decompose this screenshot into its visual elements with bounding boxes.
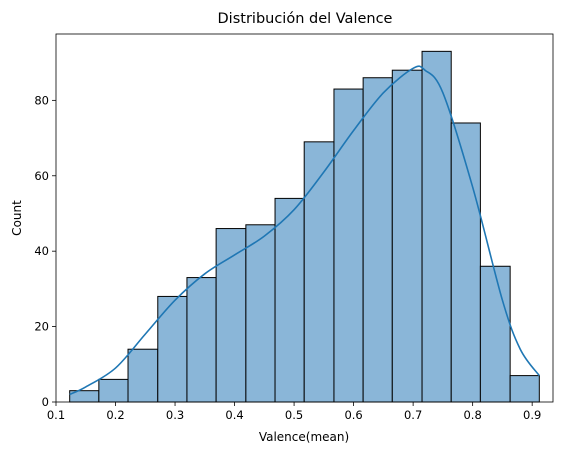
histogram-bar-15 bbox=[479, 265, 511, 403]
y-tick-label: 20 bbox=[34, 320, 49, 334]
y-axis-label: Count bbox=[10, 200, 24, 236]
y-tick-label: 0 bbox=[42, 395, 49, 409]
plot-frame bbox=[55, 33, 554, 403]
histogram-bars bbox=[69, 50, 540, 403]
x-axis-ticks: 0.1 0.2 0.3 0.4 0.5 0.6 0.7 0.8 0.9 bbox=[47, 402, 541, 422]
histogram-bar-7 bbox=[245, 224, 276, 403]
x-tick-label: 0.9 bbox=[523, 408, 541, 422]
histogram-bar-9 bbox=[303, 141, 335, 403]
x-tick-label: 0.2 bbox=[106, 408, 124, 422]
x-tick-label: 0.8 bbox=[463, 408, 481, 422]
histogram-bar-4 bbox=[157, 295, 188, 403]
histogram-bar-11 bbox=[362, 77, 393, 403]
histogram-bar-5 bbox=[186, 277, 217, 403]
x-tick-label: 0.5 bbox=[285, 408, 303, 422]
histogram-bar-3 bbox=[127, 348, 159, 403]
histogram-bar-14 bbox=[450, 122, 481, 403]
x-tick-label: 0.7 bbox=[404, 408, 422, 422]
chart-title: Distribución del Valence bbox=[218, 11, 393, 27]
x-tick-label: 0.3 bbox=[166, 408, 184, 422]
y-axis-ticks: 0 20 40 60 80 bbox=[34, 93, 56, 409]
y-tick-label: 40 bbox=[34, 244, 49, 258]
histogram-bar-13 bbox=[421, 50, 452, 403]
x-axis-label: Valence(mean) bbox=[259, 430, 349, 444]
y-tick-label: 80 bbox=[34, 93, 49, 107]
y-tick-label: 60 bbox=[34, 169, 49, 183]
histogram-bar-12 bbox=[391, 69, 423, 403]
histogram-bar-16 bbox=[509, 375, 540, 403]
histogram-bar-6 bbox=[215, 228, 247, 403]
x-tick-label: 0.1 bbox=[47, 408, 65, 422]
x-tick-label: 0.6 bbox=[344, 408, 362, 422]
histogram-bar-10 bbox=[333, 88, 364, 403]
histogram-bar-8 bbox=[274, 197, 305, 403]
histogram-bar-2 bbox=[98, 378, 129, 403]
kde-curve bbox=[69, 65, 540, 396]
x-tick-label: 0.4 bbox=[225, 408, 243, 422]
